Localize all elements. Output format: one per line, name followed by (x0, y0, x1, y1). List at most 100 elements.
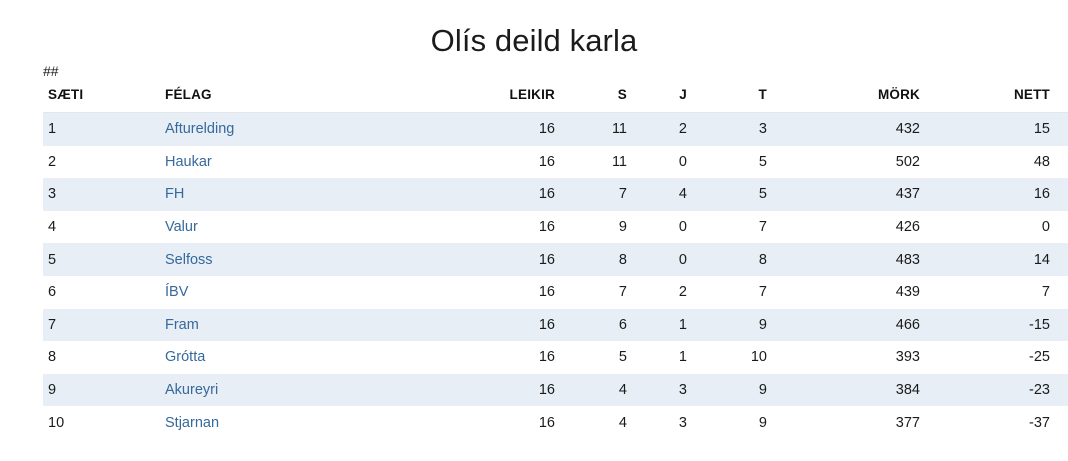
cell-t: 10 (695, 341, 777, 374)
team-link[interactable]: Afturelding (165, 121, 235, 138)
cell-leikir: 16 (453, 210, 565, 244)
cell-team: Grótta (160, 341, 453, 374)
column-header-s[interactable]: S (565, 87, 635, 113)
cell-rank: 8 (43, 341, 160, 374)
team-link[interactable]: Valur (165, 219, 198, 236)
cell-j: 4 (635, 178, 695, 211)
cell-stig: 18 (1055, 178, 1068, 211)
cell-s: 6 (565, 308, 635, 342)
cell-leikir: 16 (453, 341, 565, 374)
cell-mork: 432 (777, 112, 928, 146)
cell-nett: 14 (928, 243, 1055, 276)
cell-j: 3 (635, 406, 695, 439)
cell-mork: 483 (777, 243, 928, 276)
team-link[interactable]: ÍBV (165, 284, 189, 301)
table-body: 1Afturelding16112343215242Haukar16110550… (43, 112, 1068, 439)
cell-j: 1 (635, 341, 695, 374)
cell-nett: -23 (928, 373, 1055, 407)
cell-stig: 24 (1055, 112, 1068, 146)
cell-team: ÍBV (160, 275, 453, 309)
cell-s: 7 (565, 178, 635, 211)
cell-rank: 9 (43, 373, 160, 407)
cell-rank: 5 (43, 243, 160, 276)
cell-j: 1 (635, 308, 695, 342)
cell-s: 9 (565, 210, 635, 244)
team-link[interactable]: Haukar (165, 153, 212, 170)
table-row: 5Selfoss168084831416 (43, 243, 1068, 276)
team-link[interactable]: Fram (165, 316, 199, 333)
cell-nett: -37 (928, 406, 1055, 439)
column-header-nett[interactable]: NETT (928, 87, 1055, 113)
cell-rank: 10 (43, 406, 160, 439)
cell-s: 11 (565, 145, 635, 179)
table-row: 4Valur16907426018 (43, 210, 1068, 244)
cell-stig: 11 (1055, 341, 1068, 374)
table-header: SÆTI FÉLAG LEIKIR S J T MÖRK NETT STIG (43, 87, 1068, 113)
table-row: 2 Haukar 1611055024822 (43, 145, 1068, 179)
cell-t: 5 (695, 145, 777, 179)
table-header-row: SÆTI FÉLAG LEIKIR S J T MÖRK NETT STIG (43, 87, 1068, 113)
cell-rank: 2 (43, 145, 160, 179)
cell-t: 7 (695, 275, 777, 309)
cell-rank: 4 (43, 210, 160, 244)
team-link[interactable]: Akureyri (165, 382, 219, 399)
cell-stig: 13 (1055, 308, 1068, 342)
cell-team: FH (160, 178, 453, 211)
cell-leikir: 16 (453, 373, 565, 407)
cell-j: 0 (635, 210, 695, 244)
cell-stig: 11 (1055, 406, 1068, 439)
cell-mork: 384 (777, 373, 928, 407)
cell-nett: -15 (928, 308, 1055, 342)
cell-team: Afturelding (160, 112, 453, 146)
cell-leikir: 16 (453, 145, 565, 179)
cell-leikir: 16 (453, 243, 565, 276)
cell-stig: 22 (1055, 145, 1068, 179)
cell-team: Haukar (160, 145, 453, 179)
cell-team: Valur (160, 210, 453, 244)
column-header-mork[interactable]: MÖRK (777, 87, 928, 113)
cell-mork: 466 (777, 308, 928, 342)
team-link[interactable]: FH (165, 186, 185, 203)
cell-t: 8 (695, 243, 777, 276)
cell-t: 7 (695, 210, 777, 244)
cell-s: 5 (565, 341, 635, 374)
cell-stig: 11 (1055, 373, 1068, 407)
team-link[interactable]: Stjarnan (165, 414, 220, 431)
column-header-felag[interactable]: FÉLAG (160, 87, 453, 113)
cell-nett: 16 (928, 178, 1055, 211)
team-link[interactable]: Grótta (165, 349, 206, 366)
cell-j: 2 (635, 112, 695, 146)
cell-nett: 48 (928, 145, 1055, 179)
cell-rank: 3 (43, 178, 160, 211)
cell-s: 4 (565, 406, 635, 439)
cell-mork: 439 (777, 275, 928, 309)
cell-t: 9 (695, 373, 777, 407)
column-header-stig[interactable]: STIG (1055, 87, 1068, 113)
cell-leikir: 16 (453, 178, 565, 211)
cell-mork: 502 (777, 145, 928, 179)
cell-team: Akureyri (160, 373, 453, 407)
cell-s: 7 (565, 275, 635, 309)
cell-leikir: 16 (453, 406, 565, 439)
cell-stig: 16 (1055, 243, 1068, 276)
column-header-j[interactable]: J (635, 87, 695, 113)
cell-t: 5 (695, 178, 777, 211)
cell-leikir: 16 (453, 275, 565, 309)
cell-team: Selfoss (160, 243, 453, 276)
cell-j: 0 (635, 243, 695, 276)
cell-s: 8 (565, 243, 635, 276)
column-header-t[interactable]: T (695, 87, 777, 113)
column-header-saeti[interactable]: SÆTI (43, 87, 160, 113)
cell-nett: 0 (928, 210, 1055, 244)
cell-leikir: 16 (453, 112, 565, 146)
cell-j: 2 (635, 275, 695, 309)
table-row: 6ÍBV16727439716 (43, 275, 1068, 309)
cell-s: 11 (565, 112, 635, 146)
team-link[interactable]: Selfoss (165, 251, 213, 268)
cell-leikir: 16 (453, 308, 565, 342)
column-header-leikir[interactable]: LEIKIR (453, 87, 565, 113)
